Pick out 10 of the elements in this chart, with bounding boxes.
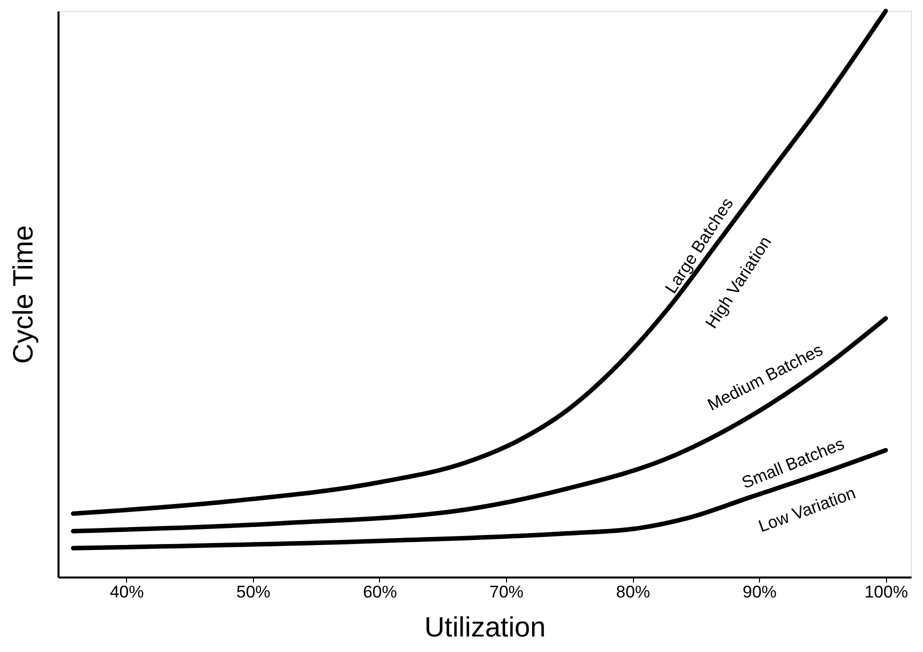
x-tick-label: 60% bbox=[362, 582, 397, 602]
x-tick-label: 100% bbox=[864, 582, 908, 602]
x-tick-label: 80% bbox=[616, 582, 650, 602]
annotation: Low Variation bbox=[756, 483, 858, 536]
y-axis-title: Cycle Time bbox=[8, 225, 38, 364]
x-tick-label: 40% bbox=[110, 582, 144, 602]
x-axis-title: Utilization bbox=[424, 612, 546, 642]
x-tick-label: 50% bbox=[236, 582, 270, 602]
x-tick-label: 90% bbox=[742, 582, 777, 602]
x-tick-label: 70% bbox=[490, 582, 524, 602]
